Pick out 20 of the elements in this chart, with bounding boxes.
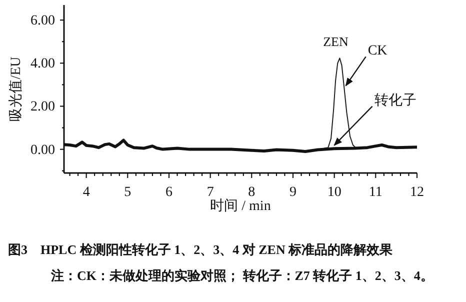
y-tick-label: 2.00 [30,100,55,115]
x-tick-label: 9 [289,185,296,200]
text: 转化子 [374,92,416,108]
x-tick-label: 8 [248,185,256,200]
y-axis-title: 吸光值/EU [8,56,24,122]
x-tick-label: 11 [368,185,382,200]
annotation: ZEN [323,34,349,50]
y-tick-label: 4.00 [30,56,55,72]
series-label: CK [368,44,388,59]
x-tick-label: 7 [206,185,214,200]
x-tick-label: 6 [165,185,172,200]
x-tick-label: 12 [410,185,424,200]
x-axis-title: 时间 / min [210,198,271,214]
text: 图3 HPLC 检测阳性转化子 1、2、3、4 对 ZEN 标准品的降解效果 [8,242,394,257]
y-tick-label: 0.00 [30,142,55,158]
y-tick-label: 6.00 [30,14,55,29]
x-tick-label: 4 [82,185,90,200]
x-tick-label: 5 [124,185,132,200]
x-tick-label: 10 [327,185,342,200]
text: 注：CK：未做处理的实验对照； 转化子：Z7 转化子 1、2、3、4。 [50,268,434,283]
